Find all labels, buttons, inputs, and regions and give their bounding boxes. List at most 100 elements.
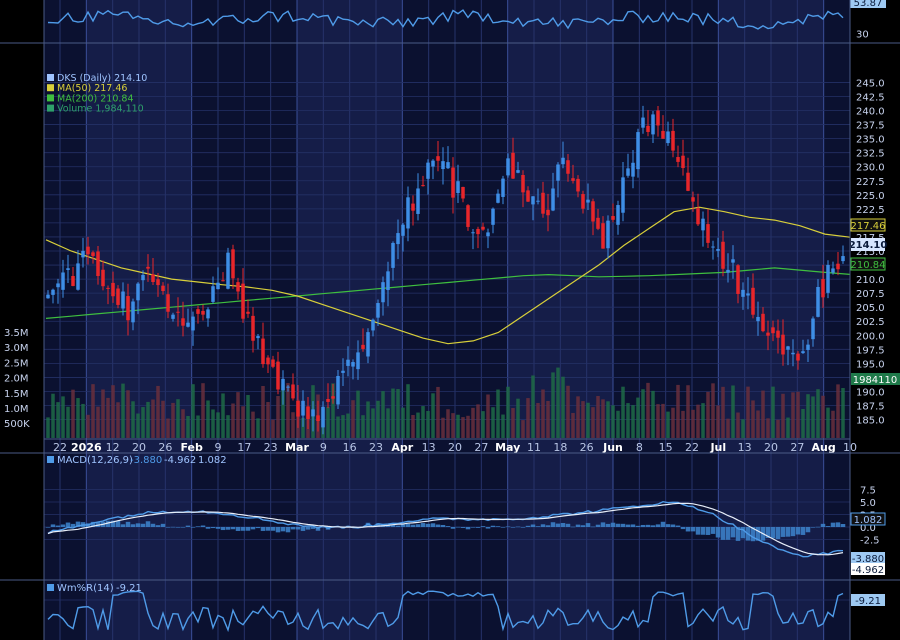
volume-bar bbox=[556, 367, 560, 438]
macd-tick-label: -2.5 bbox=[860, 536, 880, 547]
time-tick-label: 13 bbox=[738, 441, 752, 454]
macd-histogram-bar bbox=[145, 521, 151, 527]
williams-r-line bbox=[47, 590, 844, 633]
price-tick-label: 232.5 bbox=[856, 149, 885, 160]
macd-histogram-bar bbox=[610, 522, 616, 527]
macd-histogram-bar bbox=[685, 527, 691, 532]
volume-bar bbox=[71, 389, 75, 438]
macd-histogram-bar bbox=[430, 523, 436, 527]
volume-bar bbox=[201, 383, 205, 438]
volume-bar bbox=[771, 386, 775, 438]
candle-body bbox=[766, 332, 770, 336]
legend-entry: MA(50) 217.46 bbox=[57, 83, 127, 94]
candle-body bbox=[176, 311, 180, 313]
macd-histogram-bar bbox=[785, 527, 791, 537]
volume-bar bbox=[136, 413, 140, 438]
candle-body bbox=[91, 252, 95, 256]
candle-body bbox=[441, 161, 445, 170]
price-tick-label: 240.0 bbox=[856, 107, 885, 118]
volume-bar bbox=[561, 376, 565, 438]
candle-body bbox=[546, 209, 550, 216]
volume-bar bbox=[256, 418, 260, 438]
macd-histogram-bar bbox=[725, 527, 731, 540]
candle-body bbox=[166, 294, 170, 312]
macd-histogram-bar bbox=[140, 523, 146, 527]
candle-body bbox=[486, 232, 490, 237]
candle-body bbox=[356, 352, 360, 370]
candle-body bbox=[81, 250, 85, 258]
rsi-panel: 30 53.87 bbox=[0, 0, 900, 44]
volume-bars bbox=[46, 367, 845, 438]
candle-body bbox=[726, 269, 730, 273]
candle-body bbox=[776, 330, 780, 338]
macd-histogram-bar bbox=[490, 525, 496, 527]
time-tick-label: 15 bbox=[659, 441, 673, 454]
volume-bar bbox=[696, 404, 700, 438]
macd-histogram-bar bbox=[150, 523, 156, 527]
macd-histogram-bar bbox=[535, 526, 541, 527]
candle-body bbox=[311, 409, 315, 417]
volume-bar bbox=[101, 389, 105, 438]
volume-bar bbox=[66, 406, 70, 438]
candle-body bbox=[566, 160, 570, 174]
macd-histogram-bar bbox=[230, 527, 236, 530]
volume-bar bbox=[481, 411, 485, 438]
volume-bar bbox=[391, 388, 395, 438]
macd-histogram-bar bbox=[520, 527, 526, 528]
macd-histogram-bar bbox=[310, 527, 316, 529]
ma50-line bbox=[45, 206, 851, 345]
willr-value-label: -9.21 bbox=[855, 596, 881, 607]
volume-bar bbox=[166, 418, 170, 438]
candle-body bbox=[411, 203, 415, 211]
candle-body bbox=[321, 406, 325, 428]
volume-bar bbox=[726, 418, 730, 438]
candle-body bbox=[816, 286, 820, 317]
candle-body bbox=[836, 263, 840, 270]
volume-bar bbox=[456, 414, 460, 438]
macd-histogram-bar bbox=[440, 524, 446, 527]
macd-histogram-bar bbox=[135, 523, 141, 527]
macd-histogram-bar bbox=[780, 527, 786, 537]
candle-body bbox=[601, 223, 605, 249]
price-tick-label: 230.0 bbox=[856, 163, 885, 174]
month-band bbox=[823, 0, 850, 640]
volume-bar bbox=[746, 386, 750, 438]
price-tick-label: 197.5 bbox=[856, 345, 885, 356]
candle-body bbox=[71, 275, 75, 286]
macd-signal-line bbox=[47, 502, 844, 556]
macd-histogram-bar bbox=[185, 525, 191, 527]
candle-body bbox=[101, 269, 105, 287]
macd-histogram-bar bbox=[790, 527, 796, 537]
candle-body bbox=[656, 110, 660, 126]
macd-histogram-bar bbox=[670, 524, 676, 527]
price-tick-label: 200.0 bbox=[856, 331, 885, 342]
time-tick-label: Jun bbox=[602, 441, 623, 454]
macd-histogram-bar bbox=[575, 524, 581, 527]
price-panel: 245.0 242.5 240.0 237.5 235.0 232.5 230.0 227.5… bbox=[4, 73, 900, 438]
volume-bar bbox=[271, 419, 275, 438]
time-tick-label: 27 bbox=[474, 441, 488, 454]
candle-body bbox=[236, 282, 240, 292]
candle-body bbox=[646, 125, 650, 132]
macd-histogram-bar bbox=[420, 523, 426, 527]
macd-histogram-bar bbox=[280, 527, 286, 532]
volume-bar bbox=[801, 409, 805, 438]
candle-body bbox=[531, 196, 535, 205]
volume-bar bbox=[156, 385, 160, 438]
macd-histogram-bar bbox=[625, 524, 631, 527]
rsi-value-label: 53.87 bbox=[854, 0, 883, 9]
time-tick-label: 20 bbox=[132, 441, 146, 454]
candle-body bbox=[821, 279, 825, 298]
macd-panel: 7.55.02.50.0-2.5 MACD(12,26,9) -3.880 -4… bbox=[0, 452, 900, 576]
candle-body bbox=[96, 251, 100, 277]
macd-histogram-bar bbox=[395, 525, 401, 527]
volume-bar bbox=[616, 410, 620, 438]
macd-histogram-bar bbox=[265, 527, 271, 531]
candle-body bbox=[221, 280, 225, 282]
candle-body bbox=[301, 400, 305, 416]
candle-body bbox=[256, 336, 260, 339]
macd-histogram-bar bbox=[270, 527, 276, 531]
volume-bar bbox=[471, 407, 475, 438]
time-tick-label: 11 bbox=[527, 441, 541, 454]
